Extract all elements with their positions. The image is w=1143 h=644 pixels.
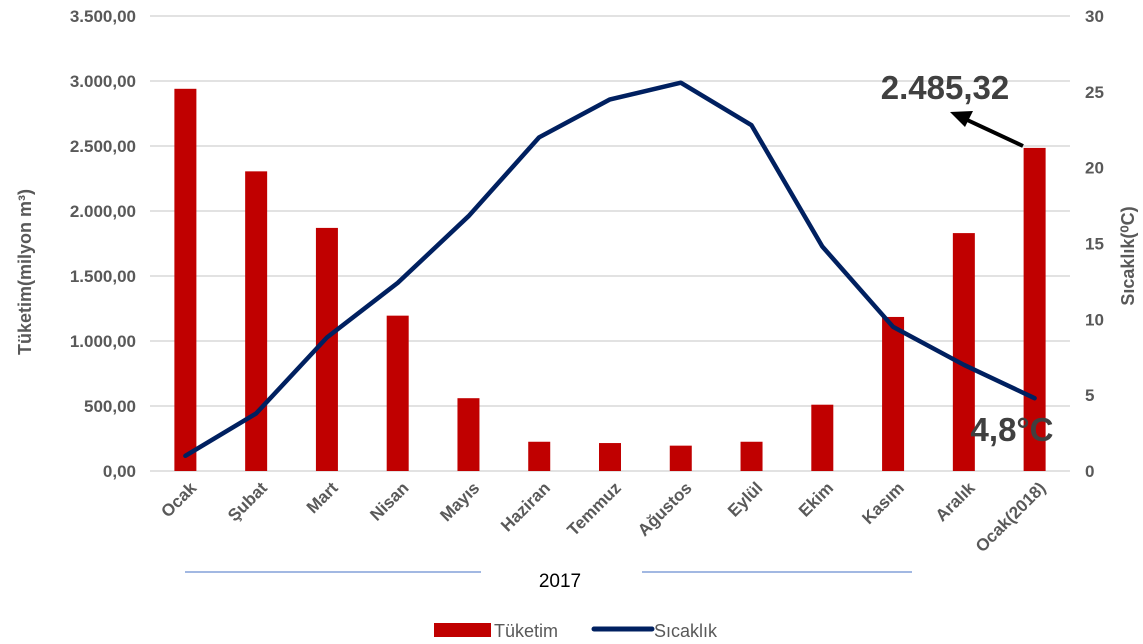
left-tick-label: 3.000,00 xyxy=(70,72,136,91)
right-tick-label: 25 xyxy=(1085,83,1104,102)
category-label: Mart xyxy=(303,478,342,517)
right-tick-label: 15 xyxy=(1085,235,1104,254)
bar xyxy=(528,441,551,471)
category-label: Ocak(2018) xyxy=(972,478,1050,556)
category-label: Nisan xyxy=(366,478,412,524)
year-label: 2017 xyxy=(539,571,581,592)
left-tick-label: 1.000,00 xyxy=(70,332,136,351)
right-tick-label: 10 xyxy=(1085,310,1104,329)
bar xyxy=(882,316,905,471)
left-tick-label: 0,00 xyxy=(103,462,136,481)
bar xyxy=(174,88,197,472)
category-label: Temmuz xyxy=(564,478,625,539)
annotation-consumption: 2.485,32 xyxy=(881,69,1009,106)
left-axis-ticks: 0,00 500,00 1.000,00 1.500,00 2.000,00 2.500,… xyxy=(70,7,136,481)
left-axis-title: Tüketim(milyon m³) xyxy=(15,189,35,355)
gridlines xyxy=(150,15,1070,472)
legend-label-temperature: Sıcaklık xyxy=(654,621,718,641)
bar xyxy=(669,445,692,471)
right-tick-label: 0 xyxy=(1085,462,1094,481)
category-label: Kasım xyxy=(858,478,908,528)
left-tick-label: 1.500,00 xyxy=(70,267,136,286)
category-label: Eylül xyxy=(724,478,766,520)
legend-label-consumption: Tüketim xyxy=(494,621,558,641)
bar xyxy=(386,315,409,471)
category-label: Ocak xyxy=(157,478,200,521)
right-axis-ticks: 0 5 10 15 20 25 30 xyxy=(1085,7,1104,481)
left-tick-label: 500,00 xyxy=(84,397,136,416)
right-tick-label: 20 xyxy=(1085,159,1104,178)
right-tick-label: 30 xyxy=(1085,7,1104,26)
bar xyxy=(457,398,480,471)
category-label: Ağustos xyxy=(634,478,696,540)
bar xyxy=(811,404,834,471)
annotation-arrow xyxy=(962,116,1024,148)
bar xyxy=(245,171,268,471)
category-label: Mayıs xyxy=(436,478,483,525)
consumption-bars xyxy=(174,88,1046,472)
category-label: Aralık xyxy=(932,478,979,525)
category-labels: Ocak Şubat Mart Nisan Mayıs Haziran Temmuz Ağus… xyxy=(157,478,1049,556)
annotation-temperature: 4,8°C xyxy=(971,411,1054,448)
category-label: Ekim xyxy=(795,478,837,520)
temperature-line xyxy=(183,80,1037,459)
left-tick-label: 2.500,00 xyxy=(70,137,136,156)
bar xyxy=(599,443,621,471)
category-label: Haziran xyxy=(497,478,554,535)
legend-swatch-consumption xyxy=(434,623,491,637)
left-tick-label: 2.000,00 xyxy=(70,202,136,221)
right-axis-title: Sıcaklık(⁰C) xyxy=(1118,206,1138,305)
category-label: Şubat xyxy=(224,478,271,525)
bar xyxy=(740,441,763,471)
left-tick-label: 3.500,00 xyxy=(70,7,136,26)
temperature-line-group xyxy=(183,80,1037,459)
annotation-arrow-head xyxy=(950,111,973,127)
bar xyxy=(1023,147,1046,472)
right-tick-label: 5 xyxy=(1085,386,1094,405)
bar xyxy=(315,227,338,471)
bar xyxy=(952,233,975,471)
